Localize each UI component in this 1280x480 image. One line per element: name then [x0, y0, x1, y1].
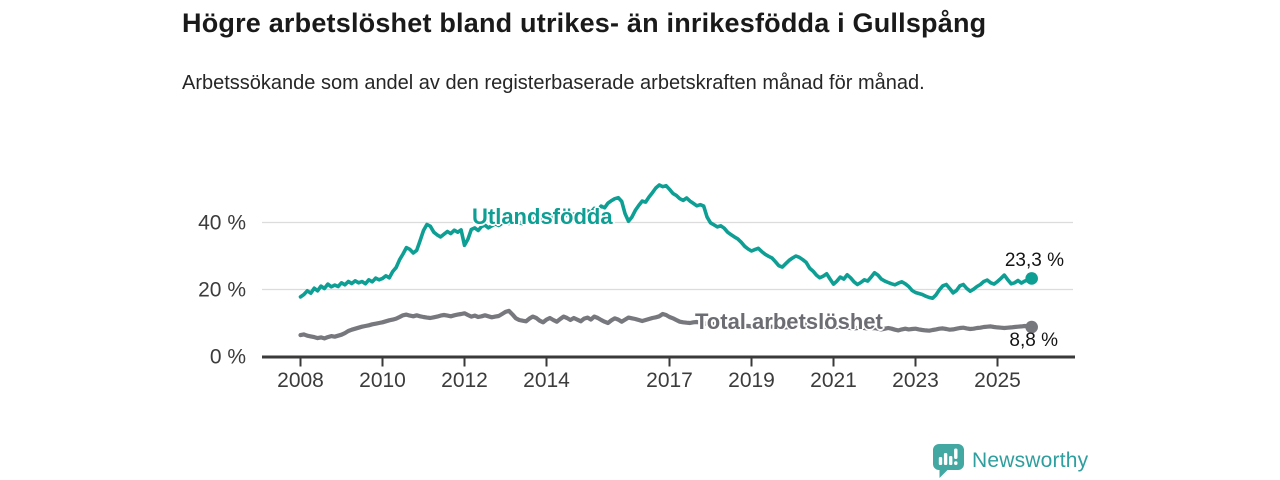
series-label-total-arbetsloshet: Total arbetslöshet [695, 309, 883, 334]
y-tick-label-0: 0 % [210, 346, 246, 369]
x-tick-label-2012: 2012 [441, 369, 488, 392]
x-tick-label-2010: 2010 [359, 369, 406, 392]
newsworthy-logo-icon [933, 444, 964, 478]
newsworthy-branding: Newsworthy [933, 444, 1088, 478]
chart-title: Högre arbetslöshet bland utrikes- än inr… [182, 8, 987, 38]
end-dot-total-arbetsloshet [1025, 320, 1038, 334]
x-tick-label-2017: 2017 [646, 369, 693, 392]
x-tick-label-2023: 2023 [892, 369, 939, 392]
x-tick-label-2025: 2025 [974, 369, 1021, 392]
y-tick-label-40: 40 % [198, 212, 246, 235]
y-tick-label-20: 20 % [198, 279, 246, 302]
end-value-utlandsfodda: 23,3 % [1004, 250, 1064, 271]
x-tick-label-2021: 2021 [810, 369, 857, 392]
x-tick-label-2019: 2019 [728, 369, 775, 392]
end-dot-utlandsfodda [1025, 272, 1038, 285]
x-tick-label-2008: 2008 [277, 369, 324, 392]
newsworthy-wordmark: Newsworthy [972, 449, 1089, 472]
line-utlandsfodda [298, 183, 1034, 301]
series-label-utlandsfodda: Utlandsfödda [472, 204, 613, 229]
chart-subtitle: Arbetssökande som andel av den registerb… [182, 72, 925, 94]
end-value-total-arbetsloshet: 8,8 % [1009, 330, 1058, 351]
x-tick-label-2014: 2014 [523, 369, 570, 392]
line-total-arbetsloshet [298, 308, 1034, 341]
